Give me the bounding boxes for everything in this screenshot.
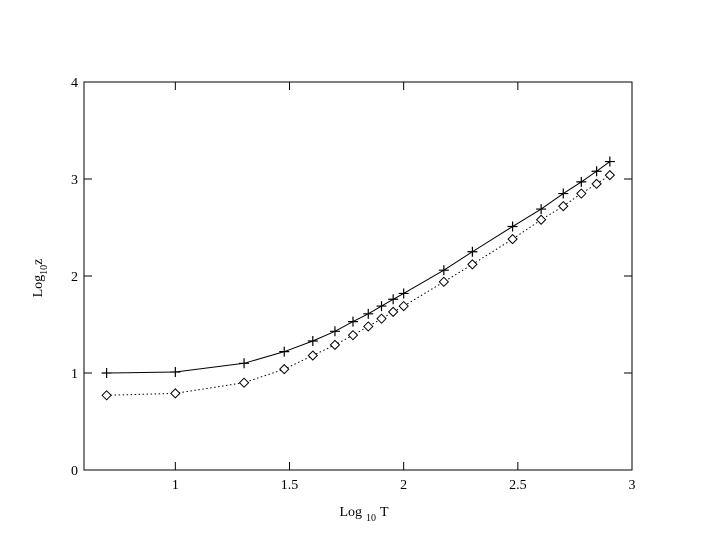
marker-diamond bbox=[535, 214, 547, 225]
marker-diamond bbox=[376, 313, 387, 324]
marker-plus bbox=[536, 204, 547, 215]
marker-plus bbox=[576, 176, 587, 187]
y-tick-label: 4 bbox=[71, 76, 78, 91]
x-tick-label: 1 bbox=[172, 478, 179, 493]
marker-plus bbox=[398, 288, 409, 299]
marker-diamond bbox=[507, 233, 518, 245]
marker-diamond bbox=[101, 390, 112, 401]
marker-plus bbox=[363, 308, 374, 319]
marker-plus bbox=[388, 294, 399, 305]
x-tick-label: 3 bbox=[629, 478, 636, 493]
series-line bbox=[106, 174, 611, 396]
marker-plus bbox=[101, 368, 112, 378]
marker-plus bbox=[170, 367, 181, 378]
y-tick-label: 0 bbox=[71, 464, 78, 479]
marker-plus bbox=[558, 188, 569, 199]
marker-plus bbox=[376, 301, 387, 312]
marker-diamond bbox=[467, 259, 478, 270]
marker-plus bbox=[591, 166, 602, 177]
marker-plus bbox=[438, 265, 449, 276]
marker-diamond bbox=[604, 169, 616, 181]
x-tick-label: 1.5 bbox=[281, 478, 299, 493]
y-tick-label: 2 bbox=[71, 270, 78, 285]
marker-diamond bbox=[307, 350, 318, 361]
marker-plus bbox=[307, 335, 318, 346]
marker-plus bbox=[507, 221, 518, 232]
x-axis-label: Log 10 T bbox=[339, 505, 389, 524]
marker-plus bbox=[347, 316, 358, 327]
marker-plus bbox=[279, 346, 290, 357]
marker-diamond bbox=[591, 178, 602, 190]
marker-diamond bbox=[558, 200, 569, 212]
marker-plus bbox=[467, 246, 478, 257]
y-tick-label: 3 bbox=[71, 173, 78, 188]
marker-diamond bbox=[438, 276, 450, 288]
series-line bbox=[106, 161, 611, 374]
marker-diamond bbox=[279, 363, 290, 375]
marker-plus bbox=[604, 156, 615, 167]
marker-diamond bbox=[329, 339, 341, 351]
marker-diamond bbox=[347, 329, 359, 341]
marker-diamond bbox=[363, 321, 374, 332]
marker-plus bbox=[329, 326, 340, 337]
x-tick-label: 2.5 bbox=[509, 478, 527, 493]
plot-frame bbox=[83, 81, 633, 471]
marker-diamond bbox=[398, 300, 409, 312]
marker-diamond bbox=[170, 388, 181, 399]
x-tick-label: 2 bbox=[400, 478, 407, 493]
marker-diamond bbox=[576, 188, 587, 199]
y-axis-label: Log10z bbox=[31, 259, 50, 298]
marker-plus bbox=[239, 358, 250, 369]
marker-diamond bbox=[387, 306, 399, 318]
marker-diamond bbox=[238, 377, 250, 388]
y-tick-label: 1 bbox=[71, 367, 78, 382]
